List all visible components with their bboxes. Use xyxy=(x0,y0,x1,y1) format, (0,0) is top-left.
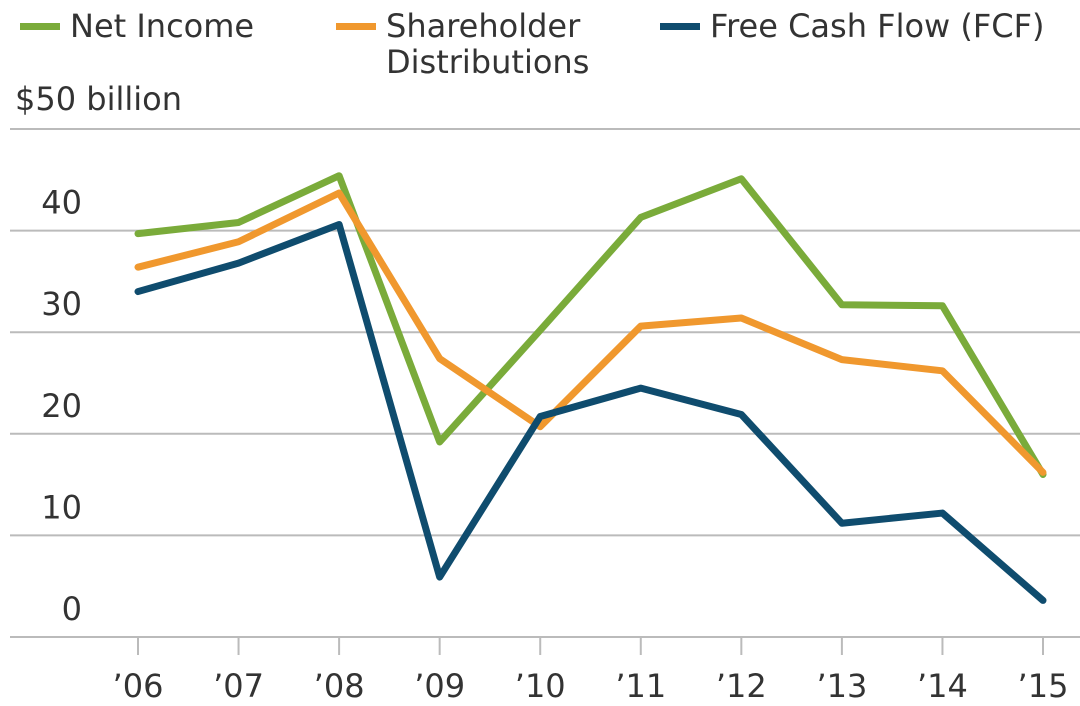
y-tick-label: 20 xyxy=(41,387,82,425)
legend-item: Free Cash Flow (FCF) xyxy=(660,8,1080,44)
series-line xyxy=(134,221,1047,604)
legend-label: Free Cash Flow (FCF) xyxy=(710,7,1045,45)
legend-label: Net Income xyxy=(70,7,255,45)
legend-swatch xyxy=(660,23,700,30)
x-tick-label: ’11 xyxy=(615,667,666,705)
legend-item: Shareholder Distributions xyxy=(336,8,596,80)
x-tick-label: ’13 xyxy=(816,667,867,705)
x-tick-label: ’15 xyxy=(1018,667,1069,705)
legend-item: Net Income xyxy=(20,8,320,44)
x-tick-label: ’09 xyxy=(414,667,465,705)
x-tick-label: ’06 xyxy=(113,667,164,705)
y-tick-label: 10 xyxy=(41,488,82,526)
legend-swatch xyxy=(20,23,60,30)
x-tick-label: ’08 xyxy=(314,667,365,705)
series-line xyxy=(134,189,1047,476)
x-tick-label: ’14 xyxy=(917,667,968,705)
legend-swatch xyxy=(336,23,376,30)
x-tick-label: ’10 xyxy=(515,667,566,705)
y-tick-label: 30 xyxy=(41,285,82,323)
x-tick-label: ’12 xyxy=(716,667,767,705)
y-tick-label: $50 billion xyxy=(15,80,182,118)
x-tick-label: ’07 xyxy=(213,667,264,705)
y-tick-label: 0 xyxy=(62,590,82,628)
series-line xyxy=(134,172,1047,478)
legend-label: Shareholder Distributions xyxy=(386,7,590,81)
y-tick-label: 40 xyxy=(41,184,82,222)
